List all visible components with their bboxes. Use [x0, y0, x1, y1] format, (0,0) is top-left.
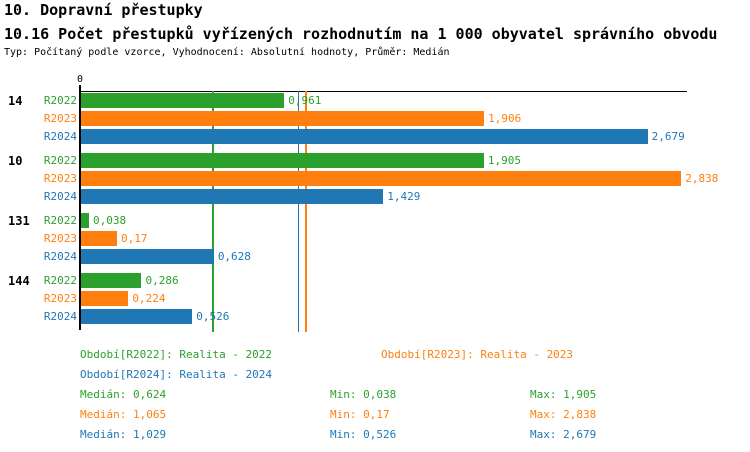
series-label-r2022-14: R2022 — [43, 94, 77, 107]
bar-r2023-131 — [81, 231, 117, 246]
series-label-r2022-10: R2022 — [43, 154, 77, 167]
legend-period-r2022: Období[R2022]: Realita - 2022 — [80, 347, 273, 361]
bar-value-r2022-10: 1,905 — [487, 154, 522, 167]
bar-r2024-144 — [81, 309, 193, 324]
bar-r2022-131 — [81, 213, 90, 228]
bar-value-r2024-14: 2,679 — [651, 130, 685, 143]
bar-value-r2024-144: 0,526 — [196, 310, 230, 323]
bar-value-r2023-10: 2,838 — [685, 172, 719, 185]
bar-r2024-131 — [81, 249, 214, 264]
bar-value-r2022-131: 0,038 — [93, 214, 127, 227]
legend-period-r2023: Období[R2023]: Realita - 2023 — [381, 347, 574, 361]
bar-r2024-14 — [81, 129, 648, 144]
x-axis-zero-label: 0 — [76, 74, 84, 85]
series-label-r2024-14: R2024 — [43, 130, 77, 143]
bar-r2024-10 — [81, 189, 384, 204]
bar-value-r2023-14: 1,906 — [488, 112, 522, 125]
stat-min-r2024: Min: 0,526 — [330, 427, 397, 441]
stat-min-r2022: Min: 0,038 — [330, 387, 397, 401]
chart-meta: Typ: Počítaný podle vzorce, Vyhodnocení:… — [4, 47, 450, 58]
stat-min-r2023: Min: 0,17 — [330, 407, 390, 421]
x-axis-line — [78, 90, 687, 92]
median-R2022-line — [212, 91, 214, 332]
series-label-r2023-131: R2023 — [43, 232, 77, 245]
stat-median-r2023: Medián: 1,065 — [80, 407, 167, 421]
bar-value-r2024-10: 1,429 — [387, 190, 421, 203]
median-R2024-line — [297, 91, 300, 332]
series-label-r2022-144: R2022 — [43, 274, 77, 287]
stat-max-r2022: Max: 1,905 — [530, 387, 597, 401]
bar-value-r2022-144: 0,286 — [145, 274, 179, 287]
category-label-144: 144 — [8, 274, 30, 288]
series-label-r2024-10: R2024 — [43, 190, 77, 203]
stat-max-r2023: Max: 2,838 — [530, 407, 597, 421]
series-label-r2023-144: R2023 — [43, 292, 77, 305]
median-R2023-line — [305, 91, 307, 332]
legend-period-r2024: Období[R2024]: Realita - 2024 — [80, 367, 273, 381]
bar-r2022-144 — [81, 273, 142, 288]
bar-value-r2023-131: 0,17 — [120, 232, 148, 245]
chart-title: 10.16 Počet přestupků vyřízených rozhodn… — [4, 25, 718, 43]
series-label-r2023-10: R2023 — [43, 172, 77, 185]
bar-r2022-10 — [81, 153, 484, 168]
series-label-r2024-131: R2024 — [43, 250, 77, 263]
bar-value-r2022-14: 0,961 — [288, 94, 322, 107]
bar-r2023-14 — [81, 111, 485, 126]
bar-value-r2023-144: 0,224 — [132, 292, 166, 305]
category-label-131: 131 — [8, 214, 30, 228]
bar-r2022-14 — [81, 93, 285, 108]
category-label-10: 10 — [8, 154, 23, 168]
y-axis-line — [78, 85, 81, 330]
bar-r2023-10 — [81, 171, 682, 186]
bar-r2023-144 — [81, 291, 129, 306]
stat-median-r2022: Medián: 0,624 — [80, 387, 167, 401]
bar-value-r2024-131: 0,628 — [217, 250, 251, 263]
page-title: 10. Dopravní přestupky — [4, 1, 203, 19]
stat-median-r2024: Medián: 1,029 — [80, 427, 167, 441]
series-label-r2024-144: R2024 — [43, 310, 77, 323]
category-label-14: 14 — [8, 94, 23, 108]
series-label-r2023-14: R2023 — [43, 112, 77, 125]
series-label-r2022-131: R2022 — [43, 214, 77, 227]
stat-max-r2024: Max: 2,679 — [530, 427, 597, 441]
